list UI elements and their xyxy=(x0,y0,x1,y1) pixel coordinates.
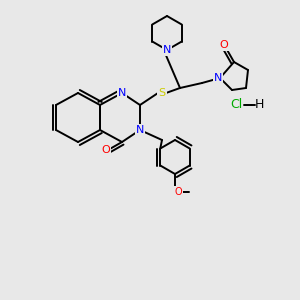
Text: O: O xyxy=(220,40,228,50)
Text: Cl: Cl xyxy=(230,98,242,112)
Text: N: N xyxy=(136,125,144,135)
Text: S: S xyxy=(158,88,166,98)
Text: H: H xyxy=(255,98,264,112)
Text: O: O xyxy=(102,145,110,155)
Text: N: N xyxy=(118,88,126,98)
Text: O: O xyxy=(174,187,182,197)
Text: N: N xyxy=(214,73,222,83)
Text: ·: · xyxy=(248,98,253,113)
Text: N: N xyxy=(163,45,171,55)
